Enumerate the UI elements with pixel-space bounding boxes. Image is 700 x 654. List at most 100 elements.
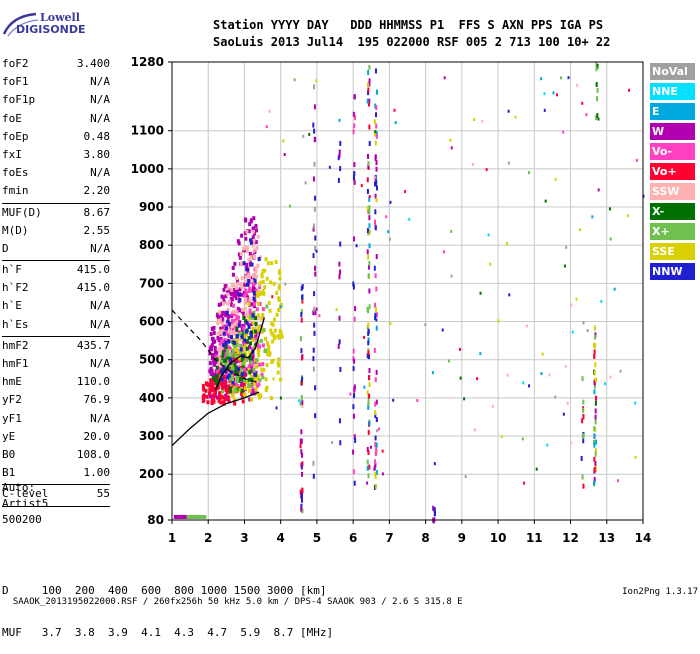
echo-point [220, 329, 224, 334]
echo-point [233, 318, 237, 323]
sparse-point [389, 322, 392, 326]
streak-point [339, 269, 342, 275]
param-row: yF2 76.9 [2, 393, 110, 411]
echo-point [253, 298, 257, 303]
echo-point [240, 357, 244, 362]
streak-point [366, 98, 369, 104]
param-name: C-level [2, 487, 49, 501]
autoscaled-trace [214, 317, 266, 391]
param-row: MUF(D) 8.67 [2, 206, 110, 224]
streak-point [367, 328, 370, 334]
streak-point [301, 400, 304, 406]
param-value: 3.80 [83, 147, 111, 161]
streak-point [313, 161, 316, 167]
streak-point [300, 503, 303, 509]
x-tick-label: 14 [635, 531, 652, 545]
y-tick-label: 700 [139, 276, 164, 290]
streak-point [375, 470, 378, 476]
echo-point [215, 354, 219, 359]
echo-point [253, 326, 257, 331]
echo-point [218, 310, 222, 315]
echo-point [242, 326, 246, 331]
sparse-point [443, 250, 446, 254]
streak-point [353, 393, 356, 399]
echo-point [233, 340, 237, 345]
echo-point [245, 320, 249, 325]
echo-point [278, 276, 282, 281]
echo-point [238, 292, 242, 297]
sparse-point [564, 364, 567, 368]
echo-point [238, 320, 242, 325]
echo-point [232, 303, 236, 308]
streak-point [581, 474, 584, 480]
streak-point [367, 429, 370, 435]
echo-point [252, 381, 256, 386]
echo-point [229, 357, 233, 362]
echo-point [248, 397, 252, 402]
echo-point [255, 357, 259, 362]
param-name: M(D) [2, 223, 29, 237]
echo-point [217, 330, 221, 335]
echo-point [218, 395, 222, 400]
echo-point [215, 370, 219, 375]
echo-point [216, 335, 220, 340]
streak-point [339, 241, 342, 247]
streak-point [374, 462, 377, 468]
echo-point [216, 379, 220, 384]
echo-point [219, 313, 223, 318]
digisonde-logo: Lowell DIGISONDE [2, 8, 85, 38]
footer-file-info: SAAOK_2013195022000.RSF / 260fx256h 50 k… [12, 597, 463, 607]
echo-point [210, 343, 214, 348]
echo-point [236, 350, 240, 355]
param-name: h`Es [2, 317, 29, 331]
sparse-point [450, 274, 453, 278]
y-tick-label: 80 [147, 513, 164, 527]
echo-point [248, 286, 252, 291]
streak-point [375, 417, 378, 423]
echo-point [267, 300, 271, 305]
echo-point [227, 288, 231, 293]
ionogram-chart: 1 2 3 4 5 6 7 8 9 10 11 12 13 14802003004005006007008… [131, 55, 652, 545]
streak-point [301, 487, 304, 493]
streak-point [338, 274, 341, 280]
echo-point [215, 395, 219, 400]
sparse-point [450, 146, 453, 150]
streak-point [593, 480, 596, 486]
echo-point [218, 341, 222, 346]
streak-point [367, 160, 370, 166]
streak-point [313, 291, 316, 297]
echo-point [212, 357, 216, 362]
echo-point [222, 384, 226, 389]
echo-point [263, 348, 267, 353]
x-tick-label: 13 [598, 531, 615, 545]
echo-point [277, 284, 281, 289]
streak-point [374, 413, 377, 419]
echo-point [245, 346, 249, 351]
streak-point [299, 489, 302, 495]
echo-point [256, 342, 260, 347]
streak-point [595, 66, 598, 72]
echo-point [238, 332, 242, 337]
echo-point [277, 308, 281, 313]
echo-point [232, 309, 236, 314]
streak-point [582, 407, 585, 413]
echo-point [211, 384, 215, 389]
streak-point [368, 196, 371, 202]
echo-point [261, 279, 265, 284]
echo-point [218, 357, 222, 362]
streak-point [368, 464, 371, 470]
echo-point [280, 334, 284, 339]
param-value: 415.0 [76, 263, 110, 277]
echo-point [217, 360, 221, 365]
param-row: h`F2 415.0 [2, 281, 110, 299]
streak-point [314, 195, 317, 201]
echo-point [231, 324, 235, 329]
sparse-point [548, 373, 551, 377]
echo-point [250, 384, 254, 389]
echo-point [234, 353, 238, 358]
echo-point [226, 286, 230, 291]
echo-point [210, 401, 214, 406]
streak-point [353, 434, 356, 440]
echo-point [229, 299, 233, 304]
streak-point [314, 413, 317, 419]
